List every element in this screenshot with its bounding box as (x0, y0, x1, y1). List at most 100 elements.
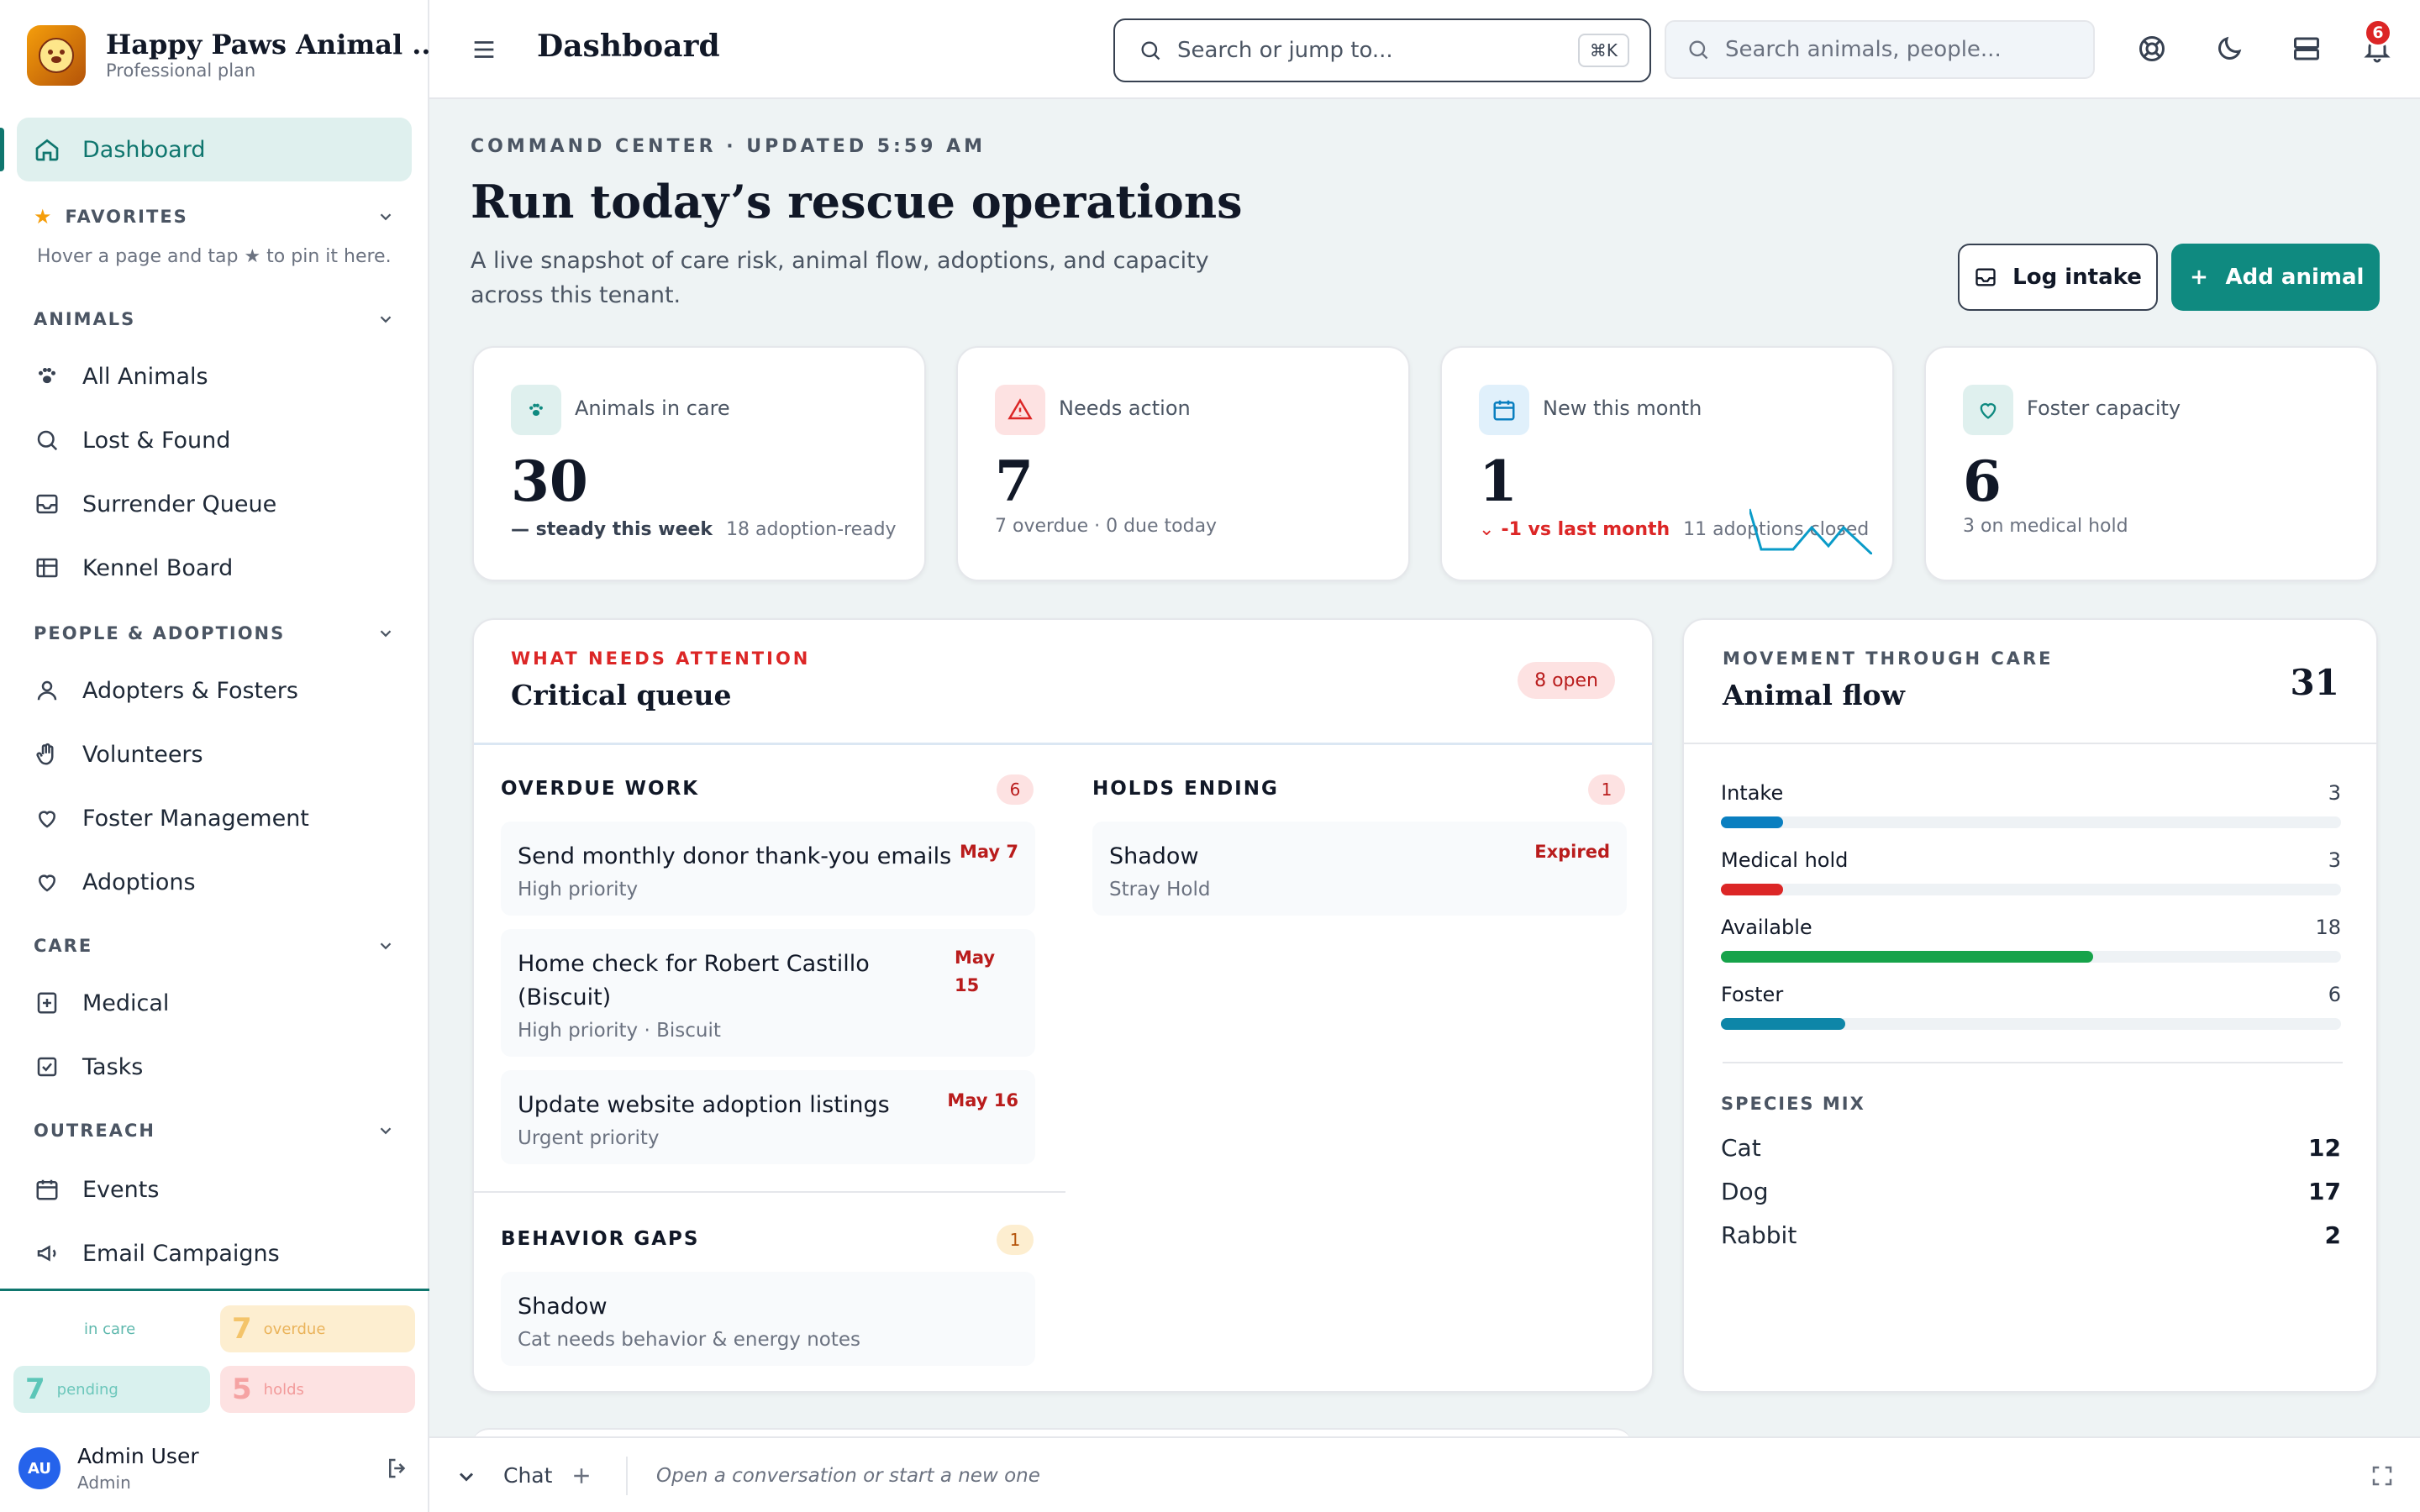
sidebar-item-all-animals[interactable]: All Animals (34, 363, 208, 390)
megaphone-icon (34, 1240, 60, 1267)
card-eyebrow: WHAT NEEDS ATTENTION (511, 648, 811, 669)
sidebar-item-events[interactable]: Events (34, 1176, 159, 1203)
hand-icon (34, 741, 60, 768)
stat-card-new-this-month[interactable]: New this month 1 ⌄ -1 vs last month 11 ado… (1440, 346, 1894, 581)
flow-bar (1721, 951, 2093, 963)
layout-icon[interactable] (2291, 34, 2322, 64)
log-intake-button[interactable]: Log intake (1958, 244, 2158, 311)
search-icon (1139, 39, 1162, 62)
tile-number: 7 (232, 1312, 252, 1346)
item-title: Shadow (518, 1294, 608, 1320)
shortcut-hint: ⌘K (1577, 34, 1629, 67)
sidebar-item-tasks[interactable]: Tasks (34, 1053, 143, 1080)
item-due-line: May (955, 948, 996, 968)
chat-prompt[interactable]: Open a conversation or start a new one (656, 1465, 1040, 1487)
menu-icon[interactable] (470, 35, 498, 64)
tile-number: 5 (232, 1373, 252, 1406)
calendar-icon (1479, 385, 1529, 435)
favorites-section-toggle[interactable]: ★ FAVORITES (34, 205, 395, 228)
care-section-toggle[interactable]: CARE (34, 936, 395, 956)
sidebar-item-label: Foster Management (82, 805, 309, 832)
inbox-icon (34, 491, 60, 517)
tile-label: overdue (263, 1320, 326, 1338)
list-item[interactable]: Update website adoption listings Urgent … (501, 1070, 1035, 1164)
flow-track (1721, 884, 2341, 895)
sidebar-item-email-campaigns[interactable]: Email Campaigns (34, 1240, 280, 1267)
sidebar-item-medical[interactable]: Medical (34, 990, 169, 1016)
logout-icon[interactable] (385, 1456, 410, 1481)
people-heading: PEOPLE & ADOPTIONS (34, 623, 286, 643)
help-icon[interactable] (2137, 34, 2167, 64)
sidebar-item-label: Adopters & Fosters (82, 677, 298, 704)
people-section-toggle[interactable]: PEOPLE & ADOPTIONS (34, 623, 395, 643)
sidebar-item-label: Email Campaigns (82, 1240, 280, 1267)
active-indicator (0, 128, 4, 171)
button-label: Log intake (2012, 265, 2142, 290)
care-heading: CARE (34, 936, 93, 956)
sidebar-item-adopters-fosters[interactable]: Adopters & Fosters (34, 677, 298, 704)
sidebar-item-foster-management[interactable]: Foster Management (34, 805, 309, 832)
add-animal-button[interactable]: Add animal (2171, 244, 2380, 311)
sidebar-item-dashboard[interactable]: Dashboard (17, 118, 412, 181)
user-name: Admin User (77, 1444, 199, 1468)
flow-value: 3 (2328, 848, 2341, 872)
sidebar-item-kennel-board[interactable]: Kennel Board (34, 554, 233, 581)
hero-subtitle: A live snapshot of care risk, animal flo… (471, 248, 1209, 308)
grid-icon (34, 554, 60, 581)
plus-icon[interactable] (569, 1463, 594, 1488)
chevron-down-icon (376, 937, 395, 955)
chat-divider (626, 1457, 628, 1495)
card-title: Animal flow (1723, 679, 1905, 711)
command-palette-input[interactable]: Search or jump to... ⌘K (1113, 18, 1651, 82)
outreach-heading: OUTREACH (34, 1121, 155, 1141)
chevron-down-icon[interactable] (455, 1465, 478, 1488)
sidebar-item-label: Kennel Board (82, 554, 234, 581)
user-menu[interactable]: AU Admin User Admin (18, 1441, 413, 1499)
item-title: Send monthly donor thank-you emails (518, 843, 952, 869)
item-title-line: Home check for Robert Castillo (518, 951, 870, 977)
flow-bar (1721, 816, 1783, 828)
chat-bar: Chat Open a conversation or start a new … (429, 1436, 2420, 1512)
species-name: Dog (1721, 1178, 1769, 1205)
species-row-rabbit: Rabbit 2 (1721, 1221, 2341, 1249)
paw-icon (34, 363, 60, 390)
tile-pending[interactable]: 7 pending (13, 1366, 210, 1413)
list-item[interactable]: Home check for Robert Castillo (Biscuit) … (501, 929, 1035, 1057)
sidebar-item-label: Surrender Queue (82, 491, 277, 517)
top-header: Dashboard Search or jump to... ⌘K Search… (429, 0, 2420, 99)
home-icon (34, 136, 60, 163)
favorites-hint: Hover a page and tap ★ to pin it here. (37, 246, 392, 267)
tile-holds[interactable]: 5 holds (220, 1366, 415, 1413)
stat-note: 7 overdue · 0 due today (995, 516, 1218, 537)
flow-track (1721, 816, 2341, 828)
list-item[interactable]: Shadow Cat needs behavior & energy notes (501, 1272, 1035, 1366)
outreach-section-toggle[interactable]: OUTREACH (34, 1121, 395, 1141)
chevron-down-icon (376, 310, 395, 328)
chat-label[interactable]: Chat (503, 1463, 553, 1488)
stat-card-animals-in-care[interactable]: Animals in care 30 — steady this week 18 … (472, 346, 926, 581)
species-count: 2 (2324, 1221, 2341, 1249)
sidebar-item-volunteers[interactable]: Volunteers (34, 741, 203, 768)
search-input[interactable]: Search animals, people... (1665, 20, 2095, 79)
moon-icon[interactable] (2214, 34, 2244, 64)
animals-section-toggle[interactable]: ANIMALS (34, 309, 395, 329)
tile-in-care[interactable]: in care (13, 1305, 210, 1352)
stat-note: 11 adoptions closed (1683, 519, 1870, 540)
chevron-down-icon (376, 207, 395, 226)
org-switcher[interactable]: Happy Paws Animal ... Professional plan (27, 24, 440, 91)
item-subtitle: Urgent priority (518, 1127, 660, 1149)
stat-card-foster-capacity[interactable]: Foster capacity 6 3 on medical hold (1924, 346, 2378, 581)
list-item[interactable]: Send monthly donor thank-you emails High… (501, 822, 1035, 916)
sidebar-item-lost-found[interactable]: Lost & Found (34, 427, 230, 454)
stat-card-needs-action[interactable]: Needs action 7 7 overdue · 0 due today (956, 346, 1410, 581)
behavior-heading: BEHAVIOR GAPS (501, 1228, 700, 1250)
tile-overdue[interactable]: 7 overdue (220, 1305, 415, 1352)
sidebar-item-adoptions[interactable]: Adoptions (34, 869, 196, 895)
list-item[interactable]: Shadow Stray Hold Expired (1092, 822, 1627, 916)
sidebar-item-surrender-queue[interactable]: Surrender Queue (34, 491, 276, 517)
section-divider (474, 1191, 1065, 1193)
favorites-heading: FAVORITES (65, 207, 188, 227)
inbox-icon (1974, 265, 1997, 289)
sidebar-item-label: Volunteers (82, 741, 203, 768)
expand-icon[interactable] (2370, 1463, 2395, 1488)
